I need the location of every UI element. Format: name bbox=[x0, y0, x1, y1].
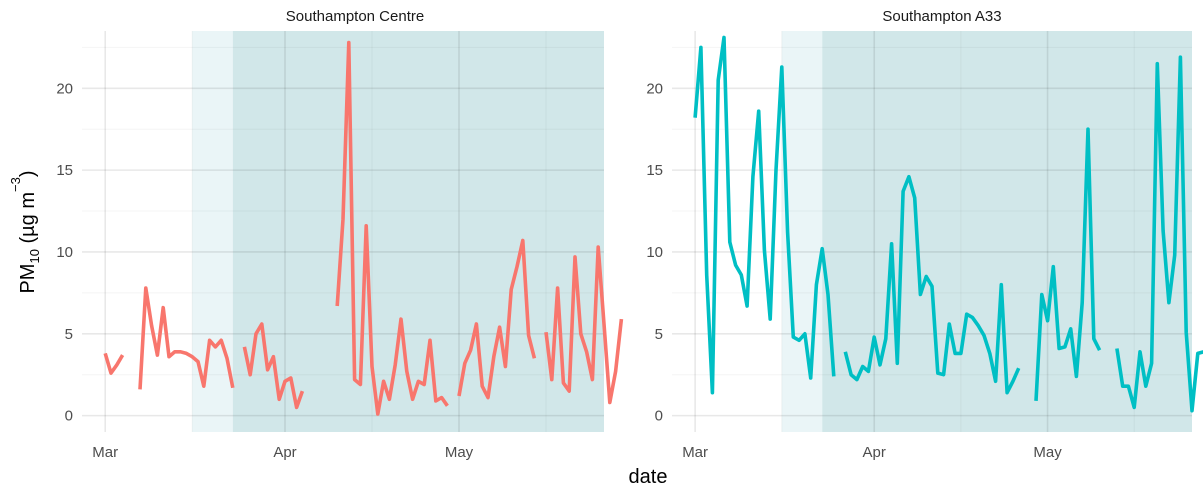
panel-2: Southampton A33 Mar Apr May 0 5 10 15 20 bbox=[646, 8, 1203, 461]
y-axis-title-sub: 10 bbox=[27, 249, 42, 263]
y-tick-label: 5 bbox=[65, 326, 73, 343]
y-tick-label: 15 bbox=[646, 162, 663, 179]
y-tick-label: 0 bbox=[65, 408, 73, 425]
y-tick-label: 10 bbox=[56, 244, 73, 261]
y-tick-label: 20 bbox=[56, 80, 73, 97]
x-tick-label: May bbox=[445, 444, 474, 461]
lockdown-period-band bbox=[232, 31, 605, 432]
y-tick-label: 5 bbox=[655, 326, 663, 343]
transition-period-band bbox=[192, 31, 233, 432]
x-tick-label: Mar bbox=[682, 444, 708, 461]
panel-title: Southampton A33 bbox=[882, 8, 1001, 25]
x-tick-label: May bbox=[1033, 444, 1062, 461]
x-tick-label: Apr bbox=[863, 444, 886, 461]
y-axis-title-part: ) bbox=[17, 170, 39, 177]
data-line-segment bbox=[1115, 55, 1203, 413]
data-line-segment bbox=[693, 35, 836, 395]
x-tick-label: Mar bbox=[92, 444, 118, 461]
y-tick-label: 15 bbox=[56, 162, 73, 179]
data-line-segment bbox=[242, 322, 305, 410]
y-tick-label: 0 bbox=[655, 408, 663, 425]
y-axis-title: PM10 (µg m−3) bbox=[8, 170, 42, 293]
panel-1: Southampton Centre Mar Apr May 0 5 10 15 20 bbox=[56, 8, 624, 461]
y-axis-title-sup: −3 bbox=[8, 177, 23, 192]
data-line-segment bbox=[843, 174, 1021, 395]
data-line-segment bbox=[1034, 127, 1102, 401]
x-tick-label: Apr bbox=[273, 444, 296, 461]
data-line-segment bbox=[103, 352, 125, 375]
data-line-segment bbox=[335, 40, 449, 416]
y-tick-label: 10 bbox=[646, 244, 663, 261]
data-line-segment bbox=[544, 245, 624, 405]
y-tick-label: 20 bbox=[646, 80, 663, 97]
data-line-segment bbox=[457, 238, 537, 400]
x-axis-title: date bbox=[629, 466, 668, 488]
y-axis-title-part: (µg m bbox=[17, 192, 39, 249]
data-line-segment bbox=[138, 286, 235, 390]
panel-title: Southampton Centre bbox=[286, 8, 424, 25]
y-axis-title-part: PM bbox=[17, 264, 39, 294]
